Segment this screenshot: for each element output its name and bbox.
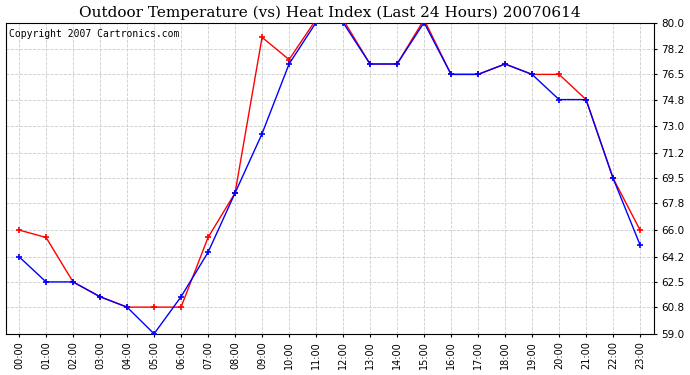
Title: Outdoor Temperature (vs) Heat Index (Last 24 Hours) 20070614: Outdoor Temperature (vs) Heat Index (Las… <box>79 6 580 20</box>
Text: Copyright 2007 Cartronics.com: Copyright 2007 Cartronics.com <box>9 29 179 39</box>
